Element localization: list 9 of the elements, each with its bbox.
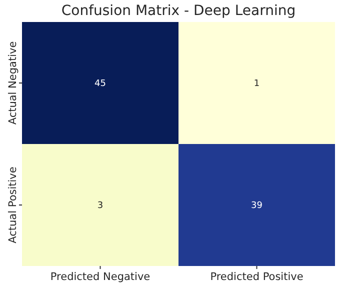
x-tick-label: Predicted Positive <box>210 271 304 283</box>
data-label: 3 <box>97 201 104 212</box>
data-label: 45 <box>94 79 106 90</box>
chart-title: Confusion Matrix - Deep Learning <box>61 3 296 19</box>
y-tick-label: Actual Negative <box>7 41 19 125</box>
data-label: 39 <box>251 201 263 212</box>
data-label: 1 <box>254 79 260 90</box>
x-tick-label: Predicted Negative <box>50 271 150 283</box>
y-tick-label: Actual Positive <box>7 166 19 244</box>
